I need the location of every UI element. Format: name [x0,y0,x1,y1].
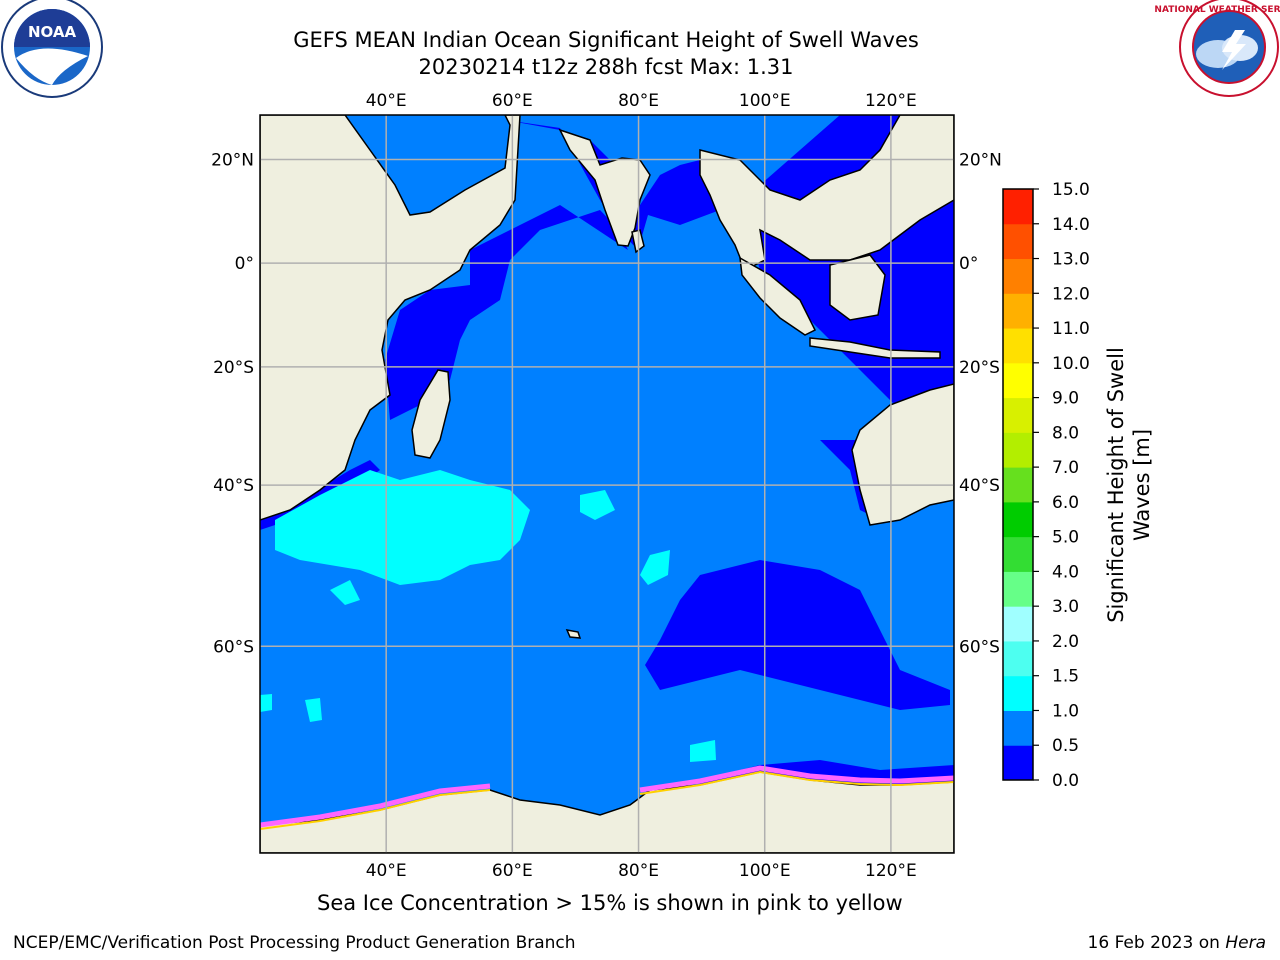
colorbar-segment [1003,745,1033,781]
colorbar-label: 15.0 [1052,180,1090,200]
noaa-logo-text: NOAA [28,23,77,41]
lat-tick-label: 40°S [213,476,254,496]
lat-tick-label: 0° [959,254,978,274]
lat-tick-label: 20°N [959,151,1002,171]
nws-logo-text: NATIONAL WEATHER SERVICE [1154,5,1280,15]
lat-tick-label: 40°S [959,476,1000,496]
colorbar-label: 13.0 [1052,250,1090,270]
colorbar-label: 4.0 [1052,562,1079,582]
colorbar-labels: 0.0 0.5 1.0 1.5 2.0 3.0 4.0 5.0 6.0 7.0 8.0 9.0 10.0… [1033,180,1090,791]
colorbar-label: 10.0 [1052,354,1090,374]
colorbar-label: 2.0 [1052,632,1079,652]
lon-labels-top: 40°E 60°E 80°E 100°E 120°E [366,91,917,111]
lon-tick-label: 100°E [739,91,791,111]
lat-tick-label: 60°S [959,637,1000,657]
colorbar-segment [1003,293,1033,329]
branch-caption: NCEP/EMC/Verification Post Processing Pr… [13,933,576,953]
machine-name: Hera [1225,933,1266,953]
gridlines [260,115,954,853]
colorbar-segment [1003,501,1033,538]
colorbar-segment [1003,536,1033,572]
colorbar-segment [1003,710,1033,746]
colorbar-label: 8.0 [1052,423,1079,443]
colorbar-title-line1: Significant Height of Swell [1104,347,1128,623]
colorbar-label: 14.0 [1052,215,1090,235]
lon-tick-label: 120°E [865,91,917,111]
lat-tick-label: 20°N [211,151,254,171]
colorbar-label: 0.5 [1052,736,1079,756]
lat-tick-label: 20°S [959,358,1000,378]
lon-tick-label: 60°E [492,91,533,111]
lon-tick-label: 40°E [366,861,407,881]
colorbar-segment [1003,467,1033,503]
colorbar-frame [1002,188,1034,781]
colorbar-segment [1003,328,1033,364]
lat-labels-right: 20°N 0° 20°S 40°S 60°S [959,151,1002,658]
high-swell-zones [260,470,716,762]
colorbar-label: 3.0 [1052,597,1079,617]
colorbar-label: 1.5 [1052,667,1079,687]
sea-ice-fringe [260,765,954,828]
lon-labels-bottom: 40°E 60°E 80°E 100°E 120°E [366,861,917,881]
colorbar-label: 9.0 [1052,389,1079,409]
nws-logo: NATIONAL WEATHER SERVICE [1154,0,1280,97]
sea-ice-edge [260,770,954,830]
colorbar-label: 0.0 [1052,771,1079,791]
colorbar-label: 6.0 [1052,493,1079,513]
lat-tick-label: 20°S [213,358,254,378]
colorbar-label: 5.0 [1052,528,1079,548]
lon-tick-label: 40°E [366,91,407,111]
map-area [260,115,954,853]
colorbar-segment [1003,258,1033,294]
lat-tick-label: 60°S [213,637,254,657]
sea-ice-caption: Sea Ice Concentration > 15% is shown in … [317,891,903,915]
date-caption: 16 Feb 2023 on Hera [1088,933,1266,953]
lat-labels-left: 20°N 0° 20°S 40°S 60°S [211,151,254,658]
lon-tick-label: 100°E [739,861,791,881]
colorbar-label: 7.0 [1052,458,1079,478]
lon-tick-label: 120°E [865,861,917,881]
map-subtitle: 20230214 t12z 288h fcst Max: 1.31 [418,55,794,79]
colorbar-segment [1003,606,1033,642]
colorbar-segment [1003,432,1033,468]
lon-tick-label: 60°E [492,861,533,881]
colorbar [1003,189,1033,781]
date-text: 16 Feb 2023 on [1087,933,1226,953]
map-frame [259,114,955,854]
lon-tick-label: 80°E [618,91,659,111]
colorbar-segment [1003,362,1033,399]
colorbar-label: 11.0 [1052,319,1090,339]
colorbar-title-line2: Waves [m] [1130,429,1154,541]
colorbar-segment [1003,223,1033,260]
colorbar-segment [1003,571,1033,607]
noaa-logo: NOAA [1,0,103,98]
colorbar-label: 12.0 [1052,284,1090,304]
colorbar-label: 1.0 [1052,701,1079,721]
map-title: GEFS MEAN Indian Ocean Significant Heigh… [293,28,919,52]
lat-tick-label: 0° [235,254,254,274]
colorbar-segment [1003,675,1033,711]
lon-tick-label: 80°E [618,861,659,881]
colorbar-segment [1003,640,1033,677]
colorbar-segment [1003,397,1033,433]
colorbar-segment [1003,189,1033,225]
